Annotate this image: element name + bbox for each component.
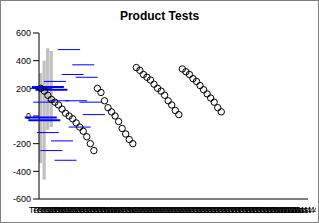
- svg-text:0: 0: [26, 111, 31, 121]
- svg-text:600: 600: [16, 28, 31, 38]
- svg-text:200: 200: [16, 84, 31, 94]
- svg-text:400: 400: [16, 56, 31, 66]
- svg-text:-200: -200: [13, 139, 31, 149]
- svg-text:-400: -400: [13, 167, 31, 177]
- html-text:Product Tests: Product Tests: [119, 9, 200, 23]
- svg-text:-600: -600: [13, 194, 31, 204]
- svg-text:Test 4: Test 4: [294, 205, 311, 215]
